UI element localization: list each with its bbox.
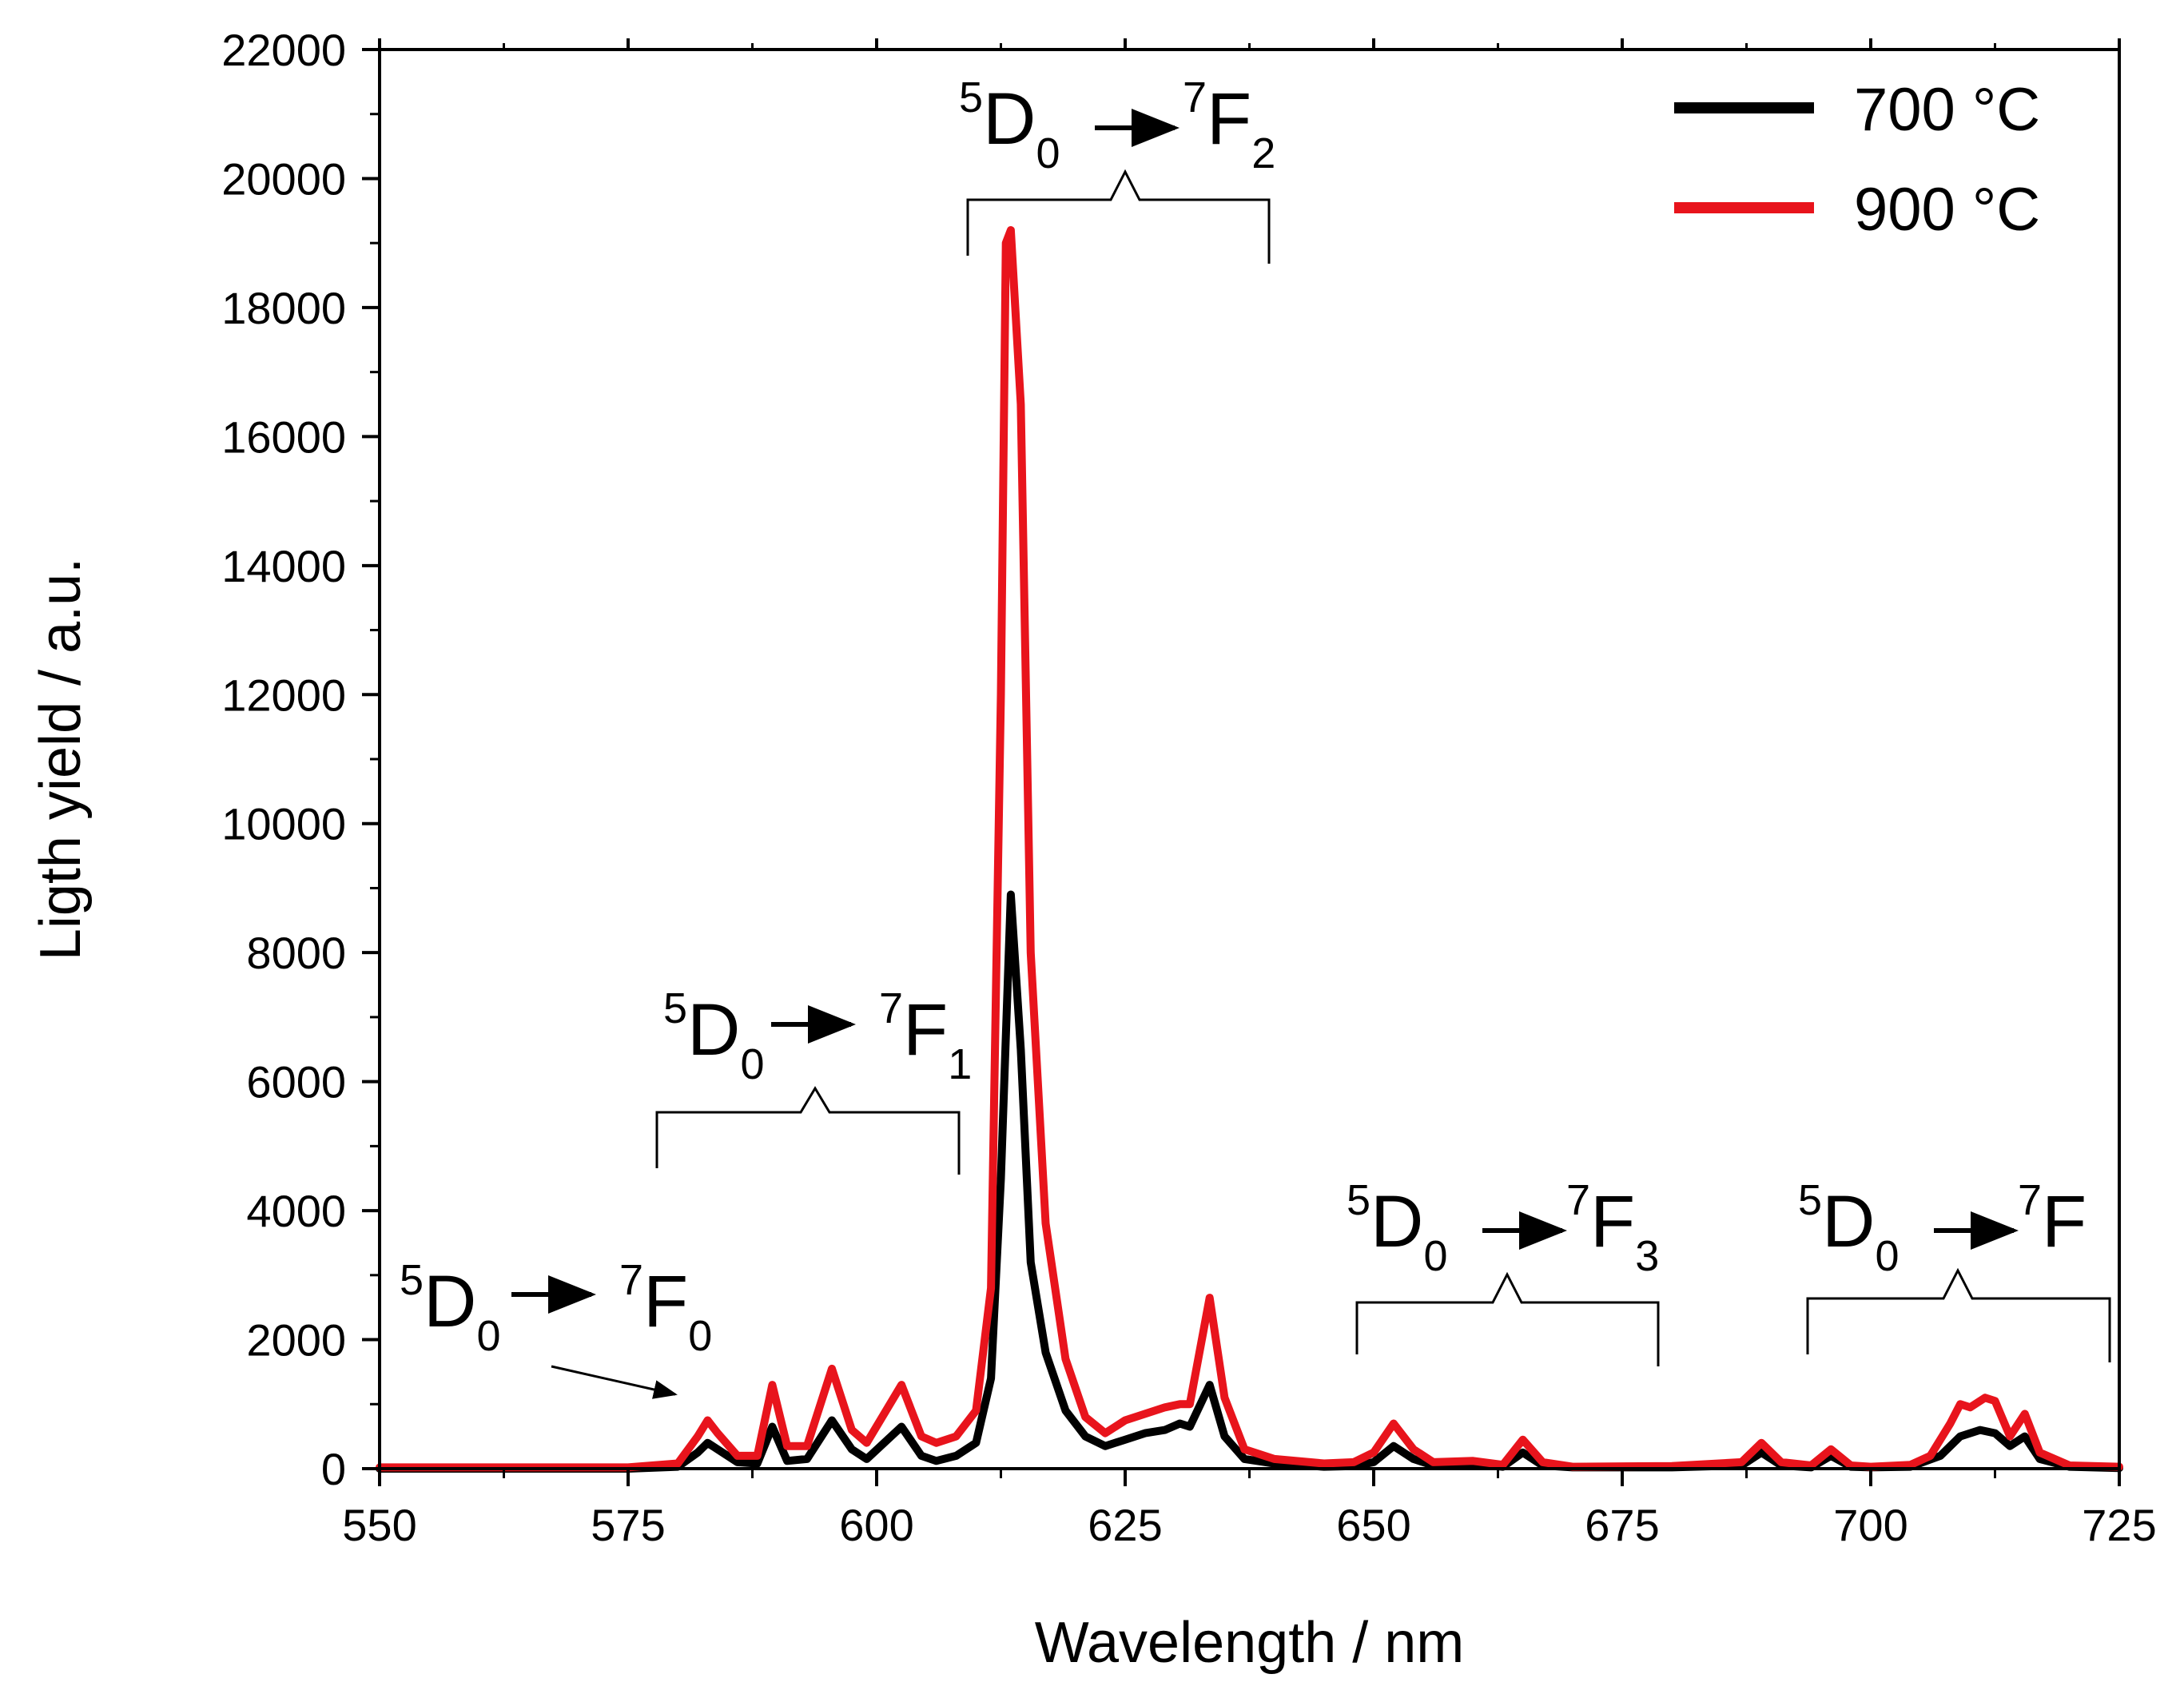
annotation-main: D xyxy=(687,989,740,1071)
legend-label: 900 °C xyxy=(1854,176,2040,244)
y-tick-label: 20000 xyxy=(221,153,346,204)
x-tick-label: 675 xyxy=(1585,1500,1659,1550)
annotation-arrow xyxy=(551,1365,678,1399)
y-tick-label: 16000 xyxy=(221,412,346,462)
y-tick-label: 4000 xyxy=(246,1186,346,1236)
y-tick-label: 14000 xyxy=(221,541,346,591)
annotation-sup: 5 xyxy=(1347,1176,1370,1224)
x-tick-label: 625 xyxy=(1088,1500,1162,1550)
svg-text:5D0: 5D0 xyxy=(663,984,765,1088)
svg-text:7F1: 7F1 xyxy=(879,984,972,1088)
annotation-target-sub: 2 xyxy=(1251,129,1275,177)
annotation-d0-f0: 5D0 7F0 xyxy=(400,1256,712,1399)
series-layer xyxy=(376,226,2123,1473)
annotation-target-sup: 7 xyxy=(1566,1176,1590,1224)
annotation-main: D xyxy=(424,1261,476,1342)
y-tick-label: 2000 xyxy=(246,1315,346,1366)
annotation-sub: 0 xyxy=(1036,129,1060,177)
legend: 700 °C 900 °C xyxy=(1674,76,2040,244)
annotation-target: F xyxy=(903,989,948,1071)
y-tick-label: 18000 xyxy=(221,283,346,333)
x-tick-label: 725 xyxy=(2082,1500,2156,1550)
annotation-sub: 0 xyxy=(1876,1232,1900,1280)
svg-text:5D0: 5D0 xyxy=(959,74,1060,177)
plot-area xyxy=(376,226,2123,1473)
annotation-main: D xyxy=(983,78,1036,160)
annotation-target-sub: 0 xyxy=(688,1312,712,1360)
y-tick-label: 12000 xyxy=(221,670,346,720)
annotation-target-sub: 3 xyxy=(1635,1232,1659,1280)
svg-text:5D0: 5D0 xyxy=(1347,1176,1448,1280)
annotation-d0-f2: 5D0 7F2 xyxy=(959,74,1275,264)
x-tick-label: 650 xyxy=(1336,1500,1410,1550)
annotation-sub: 0 xyxy=(741,1040,765,1088)
series-line-900c xyxy=(376,226,2123,1472)
annotation-sup: 5 xyxy=(663,984,687,1032)
x-axis-title: Wavelength / nm xyxy=(1035,1611,1465,1675)
annotation-bracket xyxy=(966,169,1271,264)
annotation-sub: 0 xyxy=(477,1312,501,1360)
annotation-target-sup: 7 xyxy=(619,1256,643,1304)
y-tick-label: 0 xyxy=(321,1444,346,1494)
annotation-d0-f: 5D0 7F xyxy=(1798,1176,2111,1362)
annotation-bracket xyxy=(1806,1267,2111,1362)
y-axis: 0 2000 4000 6000 8000 10000 12000 14000 16000 180… xyxy=(221,25,380,1494)
x-axis: 550 575 600 625 650 675 700 725 xyxy=(342,38,2157,1550)
annotation-main: D xyxy=(1370,1181,1423,1263)
y-axis-title: Ligth yield / a.u. xyxy=(29,558,93,960)
annotation-target: F xyxy=(1207,78,1251,160)
annotation-sup: 5 xyxy=(1798,1176,1822,1224)
svg-text:7F2: 7F2 xyxy=(1183,74,1275,177)
annotation-d0-f3: 5D0 7F3 xyxy=(1347,1176,1660,1366)
annotation-bracket xyxy=(655,1086,961,1175)
annotation-target-sup: 7 xyxy=(879,984,903,1032)
x-tick-label: 700 xyxy=(1833,1500,1908,1550)
annotation-sub: 0 xyxy=(1424,1232,1448,1280)
svg-text:5D0: 5D0 xyxy=(1798,1176,1900,1280)
legend-label: 700 °C xyxy=(1854,76,2040,144)
svg-text:7F: 7F xyxy=(2018,1176,2087,1263)
svg-text:5D0: 5D0 xyxy=(400,1256,501,1360)
annotation-bracket xyxy=(1355,1271,1660,1366)
y-tick-label: 6000 xyxy=(246,1057,346,1107)
svg-text:7F3: 7F3 xyxy=(1566,1176,1659,1280)
annotation-target-sup: 7 xyxy=(2018,1176,2042,1224)
y-tick-label: 10000 xyxy=(221,799,346,849)
x-tick-label: 600 xyxy=(839,1500,913,1550)
annotation-target-sub: 1 xyxy=(948,1040,972,1088)
annotation-main: D xyxy=(1822,1181,1875,1263)
x-tick-label: 550 xyxy=(342,1500,416,1550)
annotation-target: F xyxy=(2042,1181,2087,1263)
y-tick-label: 22000 xyxy=(221,25,346,75)
y-tick-label: 8000 xyxy=(246,928,346,978)
x-tick-label: 575 xyxy=(591,1500,665,1550)
annotation-target-sup: 7 xyxy=(1183,74,1207,121)
annotation-target: F xyxy=(1590,1181,1635,1263)
annotation-target: F xyxy=(643,1261,688,1342)
svg-text:7F0: 7F0 xyxy=(619,1256,712,1360)
annotation-sup: 5 xyxy=(400,1256,424,1304)
annotation-d0-f1: 5D0 7F1 xyxy=(655,984,972,1175)
annotation-sup: 5 xyxy=(959,74,983,121)
